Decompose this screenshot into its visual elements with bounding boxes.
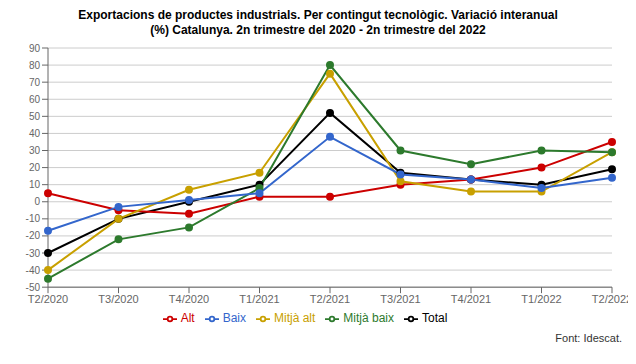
svg-text:-30: -30: [26, 248, 41, 259]
html-text:Font: Idescat.: Font: Idescat.: [555, 332, 622, 344]
svg-text:T1/2022: T1/2022: [521, 293, 561, 305]
svg-text:-40: -40: [26, 265, 41, 276]
html-text:(%) Catalunya. 2n trimestre de: (%) Catalunya. 2n trimestre del 2020 - 2…: [150, 23, 486, 37]
svg-text:T1/2021: T1/2021: [239, 293, 279, 305]
html-text:Baix: Baix: [222, 311, 246, 326]
svg-text:30: 30: [29, 145, 41, 156]
svg-text:-20: -20: [26, 230, 41, 241]
html-text:Total: Total: [422, 311, 448, 326]
svg-text:T2/2022: T2/2022: [592, 293, 628, 305]
svg-text:90: 90: [29, 43, 41, 54]
svg-text:20: 20: [29, 162, 41, 173]
html-text:Mitjà alt: Mitjà alt: [274, 311, 316, 326]
svg-text:-10: -10: [26, 213, 41, 224]
svg-text:T3/2021: T3/2021: [380, 293, 420, 305]
svg-text:T2/2020: T2/2020: [28, 293, 68, 305]
svg-text:80: 80: [29, 60, 41, 71]
svg-text:10: 10: [29, 179, 41, 190]
html-text:Exportacions de productes indu: Exportacions de productes industrials. P…: [78, 8, 558, 22]
svg-text:50: 50: [29, 111, 41, 122]
svg-text:T4/2021: T4/2021: [451, 293, 491, 305]
svg-text:60: 60: [29, 94, 41, 105]
svg-text:40: 40: [29, 128, 41, 139]
svg-text:0: 0: [34, 196, 40, 207]
svg-text:70: 70: [29, 77, 41, 88]
html-text:Mitjà baix: Mitjà baix: [343, 311, 394, 326]
svg-text:T3/2020: T3/2020: [98, 293, 138, 305]
html-text:Alt: Alt: [180, 311, 195, 326]
svg-text:T2/2021: T2/2021: [310, 293, 350, 305]
svg-text:-50: -50: [26, 282, 41, 293]
svg-text:T4/2020: T4/2020: [169, 293, 209, 305]
